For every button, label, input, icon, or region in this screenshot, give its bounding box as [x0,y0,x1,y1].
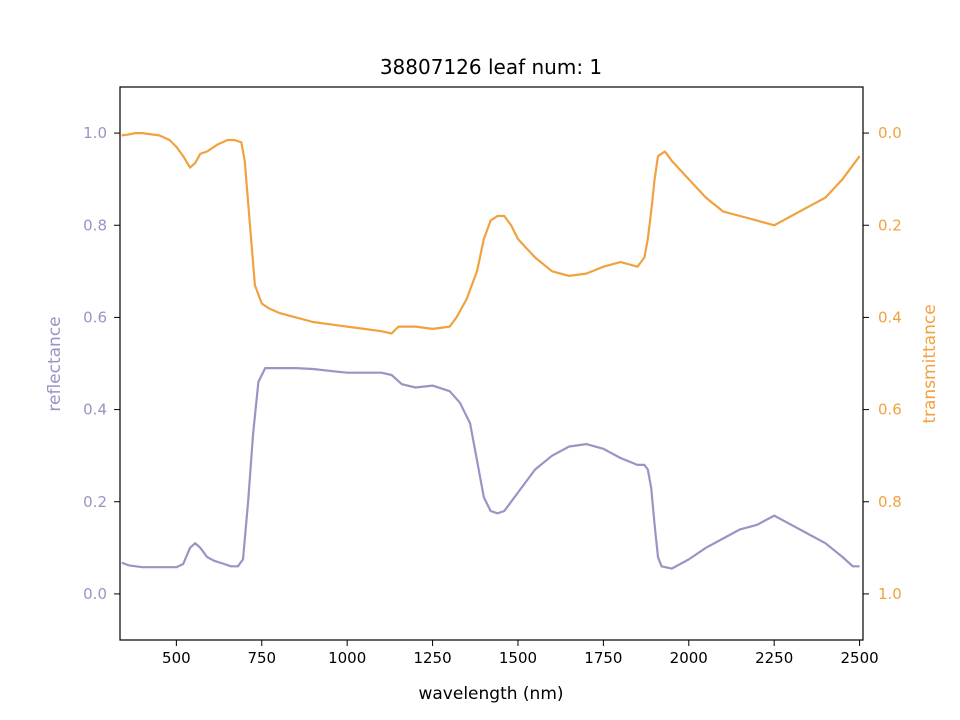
right-axis-title: transmittance [920,304,940,423]
right-y-tick-label: 0.4 [878,308,902,326]
left-y-tick-label: 0.8 [83,216,107,234]
x-axis-title: wavelength (nm) [418,684,563,704]
right-y-tick-label: 1.0 [878,585,902,603]
left-y-axis: 0.0 0.2 0.4 0.6 0.8 1.0 [83,124,120,603]
x-tick-label: 1500 [499,649,537,667]
plot-content [121,132,861,570]
left-axis-title: reflectance [45,316,65,411]
x-axis: 500 750 1000 1250 1500 1750 2000 2250 2500 [162,640,879,667]
x-tick-label: 1250 [413,649,451,667]
left-y-tick-label: 0.6 [83,308,107,326]
right-y-tick-label: 0.8 [878,493,902,511]
left-y-tick-label: 0.0 [83,585,107,603]
x-tick-label: 2250 [755,649,793,667]
right-y-tick-label: 0.6 [878,401,902,419]
right-y-tick-label: 0.2 [878,216,902,234]
x-tick-label: 1000 [328,649,366,667]
x-tick-label: 2500 [840,649,878,667]
reflectance-series-line [121,367,860,570]
chart-title: 38807126 leaf num: 1 [380,55,602,79]
transmittance-series-line [121,132,861,335]
right-y-axis: 0.0 0.2 0.4 0.6 0.8 1.0 [863,124,902,603]
right-y-tick-label: 0.0 [878,124,902,142]
left-y-tick-label: 1.0 [83,124,107,142]
left-y-tick-label: 0.2 [83,493,107,511]
x-tick-label: 2000 [670,649,708,667]
plot-frame [119,86,864,641]
x-tick-label: 750 [247,649,276,667]
x-tick-label: 1750 [584,649,622,667]
left-y-tick-label: 0.4 [83,401,107,419]
x-tick-label: 500 [162,649,191,667]
